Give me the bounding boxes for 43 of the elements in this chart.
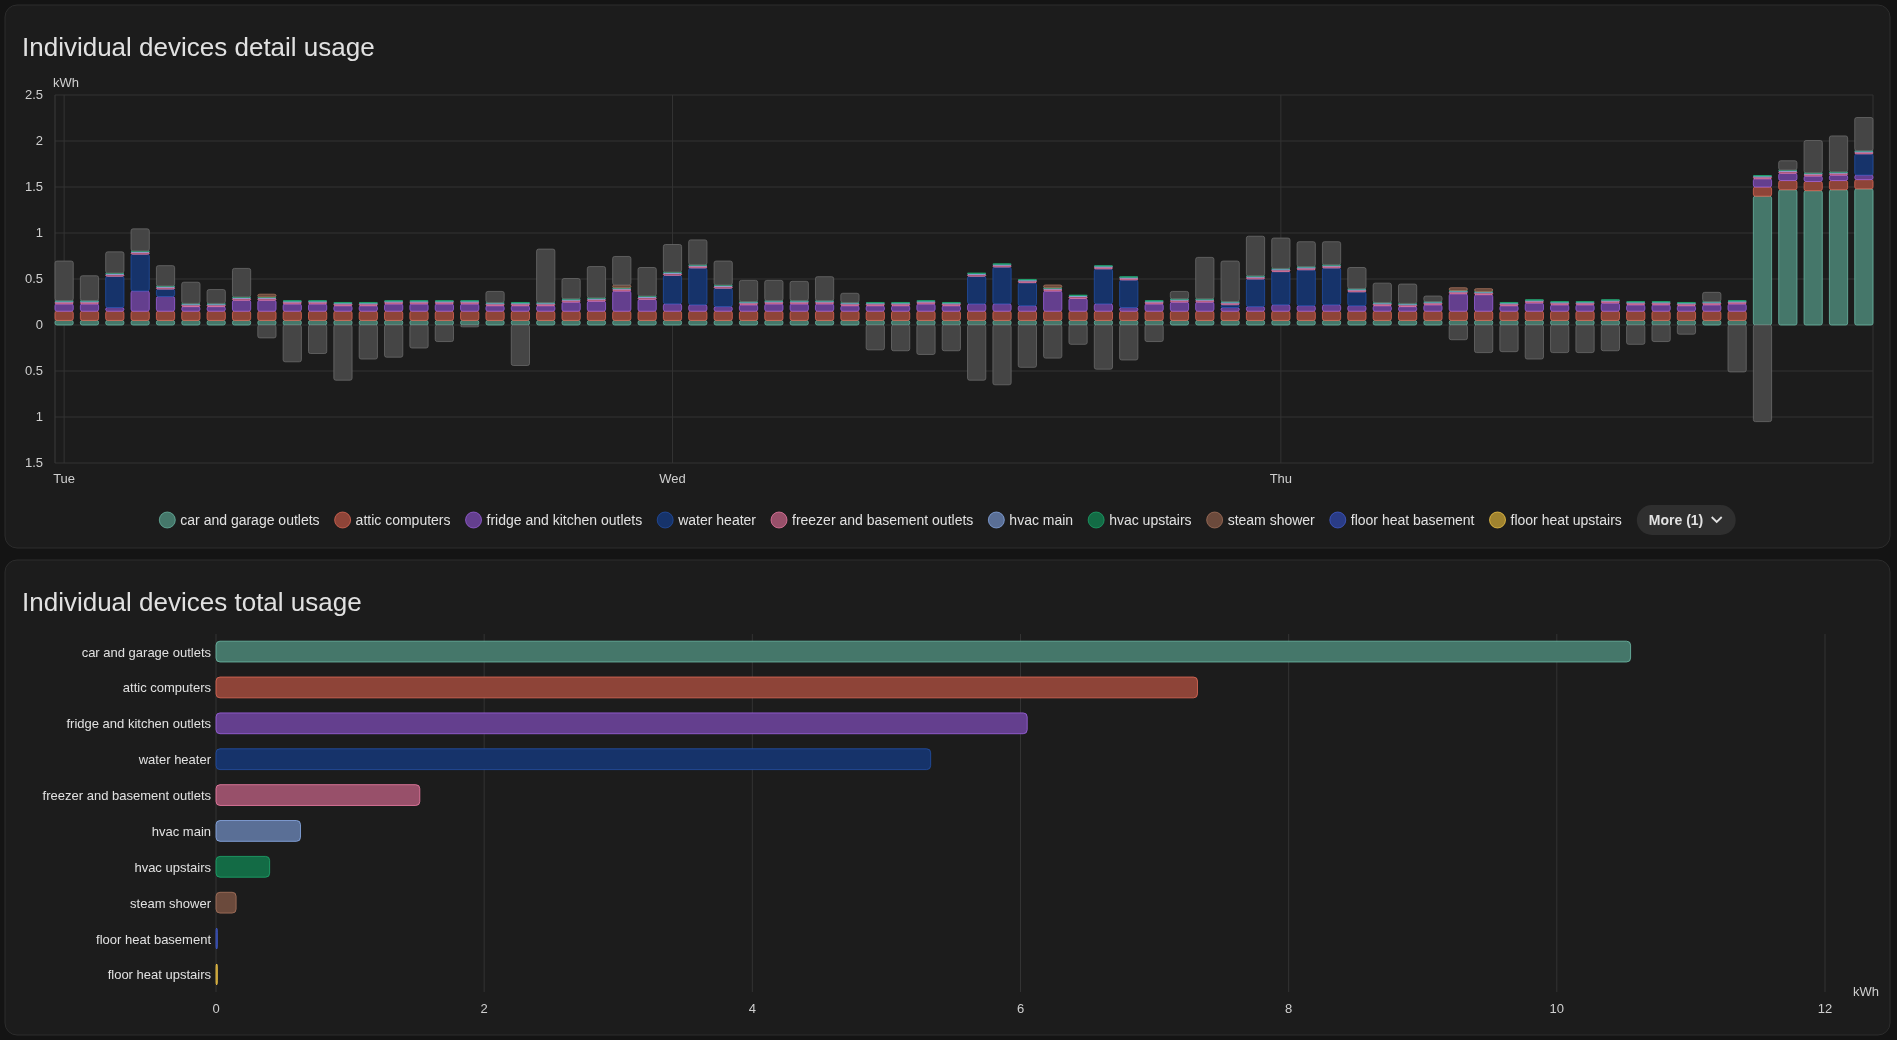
y-tick-label: 0 [35, 317, 43, 332]
legend-label: hvac upstairs [1109, 512, 1192, 528]
y-tick-label: 1.5 [24, 455, 43, 470]
y-tick-label: 2.5 [24, 87, 43, 102]
y-tick-label: fridge and kitchen outlets [66, 716, 212, 732]
x-tick-label: 6 [1016, 1001, 1025, 1016]
x-tick-label: Tue [53, 471, 76, 486]
legend-label: floor heat basement [1350, 512, 1475, 528]
legend-label: freezer and basement outlets [792, 512, 974, 528]
x-axis-title: kWh [1853, 984, 1879, 999]
y-tick-label: 0.5 [24, 271, 43, 286]
y-tick-label: attic computers [122, 680, 212, 696]
y-tick-label: hvac main [151, 823, 211, 839]
legend-label: fridge and kitchen outlets [486, 512, 643, 528]
legend-label: water heater [677, 512, 757, 528]
y-tick-label: water heater [137, 752, 212, 768]
y-tick-label: 0.5 [24, 363, 43, 378]
x-tick-label: 12 [1817, 1001, 1833, 1016]
y-axis-title: kWh [53, 75, 79, 90]
x-tick-label: 4 [748, 1001, 756, 1016]
x-tick-label: Thu [1269, 471, 1293, 486]
legend-label: attic computers [355, 512, 451, 528]
y-tick-label: floor heat basement [96, 931, 212, 947]
legend-label: hvac main [1009, 512, 1074, 528]
y-tick-label: 2 [35, 133, 43, 148]
chart-title: Individual devices detail usage [22, 32, 375, 62]
y-tick-label: car and garage outlets [81, 644, 212, 660]
y-tick-label: floor heat upstairs [107, 967, 212, 983]
legend-label: car and garage outlets [180, 512, 320, 528]
x-tick-label: 2 [480, 1001, 488, 1016]
text: More (1) [1648, 512, 1704, 528]
y-tick-label: 1.5 [24, 179, 43, 194]
y-tick-label: steam shower [130, 895, 212, 911]
chart-title: Individual devices total usage [22, 587, 362, 617]
x-tick-label: 10 [1549, 1001, 1565, 1016]
legend-label: floor heat upstairs [1510, 512, 1622, 528]
y-tick-label: 1 [35, 225, 43, 240]
legend-label: steam shower [1227, 512, 1316, 528]
y-tick-label: 1 [35, 409, 43, 424]
x-tick-label: 8 [1285, 1001, 1293, 1016]
y-tick-label: hvac upstairs [134, 859, 212, 875]
x-tick-label: Wed [659, 471, 686, 486]
y-tick-label: freezer and basement outlets [42, 788, 212, 804]
